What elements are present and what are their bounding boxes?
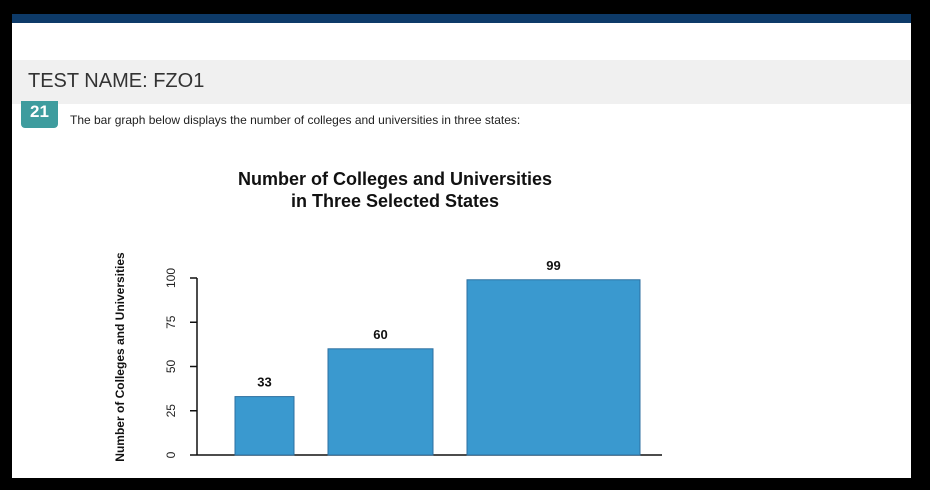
y-tick-label: 50: [164, 360, 178, 374]
bars: [234, 279, 641, 456]
bar: [234, 396, 295, 456]
bar-value-labels: 33 60 99: [257, 258, 560, 390]
test-header: TEST NAME: FZO1: [12, 60, 911, 104]
chart-title-line-1: Number of Colleges and Universities: [238, 169, 552, 189]
y-tick-label: 0: [164, 451, 178, 458]
y-tick-label: 100: [164, 268, 178, 288]
y-tick-label: 25: [164, 404, 178, 418]
bar-value-label: 60: [373, 327, 387, 342]
y-axis-label-group: Number of Colleges and Universities: [113, 252, 127, 462]
y-tick-label: 75: [164, 315, 178, 329]
top-nav-bar: [12, 14, 911, 23]
question-number-badge: 21: [21, 101, 58, 128]
bar-value-label: 33: [257, 375, 271, 390]
y-axis-label: Number of Colleges and Universities: [113, 252, 127, 462]
bar-value-label: 99: [546, 258, 560, 273]
question-text: The bar graph below displays the number …: [70, 113, 521, 127]
bar: [327, 348, 434, 456]
bar: [466, 279, 641, 456]
y-axis-ticks: 0 25 50 75 100: [164, 268, 197, 458]
chart-title-line-2: in Three Selected States: [291, 191, 499, 211]
page-frame: TEST NAME: FZO1 21 The bar graph below d…: [12, 14, 911, 478]
test-name: TEST NAME: FZO1: [28, 70, 205, 92]
